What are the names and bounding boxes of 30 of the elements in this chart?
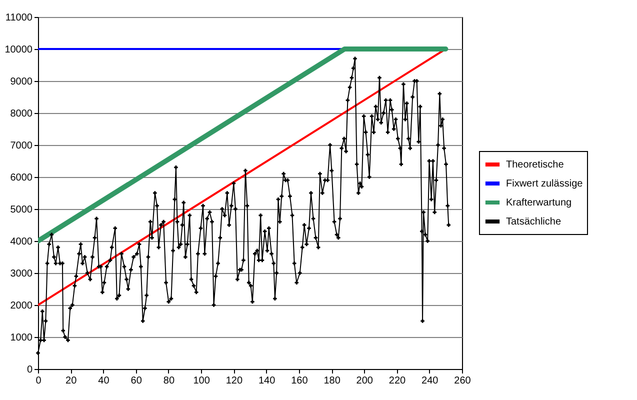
x-tick-label: 240 — [422, 376, 439, 386]
legend-label: Krafterwartung — [506, 198, 572, 208]
x-tick-label: 100 — [193, 376, 210, 386]
y-tick-label: 2000 — [10, 300, 33, 312]
y-tick-label: 0 — [26, 364, 33, 376]
x-tick-label: 20 — [66, 376, 78, 386]
y-tick-label: 1000 — [10, 332, 33, 344]
y-tick-label: 4000 — [10, 236, 33, 248]
x-tick-label: 160 — [291, 376, 308, 386]
x-tick-label: 0 — [36, 376, 42, 386]
x-tick-label: 80 — [163, 376, 175, 386]
x-tick-label: 220 — [388, 376, 406, 386]
y-tick-label: 10000 — [4, 44, 33, 56]
y-tick-label: 6000 — [10, 172, 33, 184]
legend-label: Tatsächliche — [506, 216, 562, 228]
y-tick-label: 3000 — [10, 268, 33, 280]
x-tick-label: 200 — [356, 376, 374, 386]
y-tick-label: 7000 — [10, 140, 33, 152]
y-tick-label: 5000 — [10, 204, 33, 216]
legend-label: Fixwert zulässige — [506, 178, 584, 190]
x-tick-label: 60 — [130, 376, 142, 386]
x-tick-label: 260 — [454, 376, 472, 386]
y-tick-label: 8000 — [10, 108, 33, 120]
y-tick-label: 11000 — [5, 12, 33, 24]
x-tick-label: 120 — [226, 376, 243, 386]
y-tick-label: 9000 — [10, 76, 33, 88]
x-tick-label: 180 — [324, 376, 341, 386]
legend-label: Theoretische — [506, 160, 564, 170]
x-tick-label: 40 — [98, 376, 110, 386]
x-tick-label: 140 — [258, 376, 276, 386]
